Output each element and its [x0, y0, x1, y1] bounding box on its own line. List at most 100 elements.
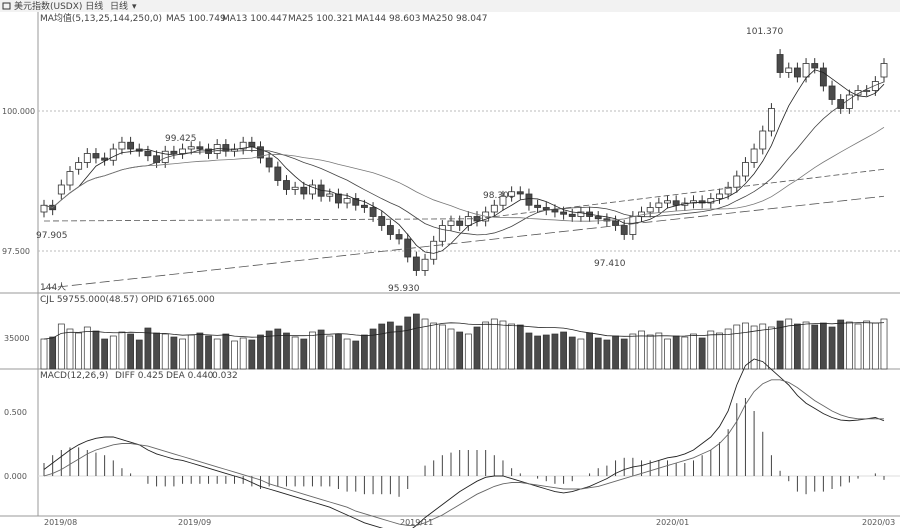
candle [309, 184, 316, 195]
candle [412, 256, 420, 271]
candle [655, 202, 663, 208]
annotation-98-300: 98.300 [483, 191, 515, 201]
candle [447, 220, 455, 226]
chevron-down-icon[interactable]: ▾ [132, 2, 137, 12]
candle [222, 144, 230, 152]
candle [837, 99, 845, 109]
candle [672, 200, 680, 206]
volume-bar [153, 332, 160, 370]
volume-bar [629, 333, 637, 370]
candle [733, 175, 741, 188]
volume-bar [733, 324, 741, 370]
y-tick-0-5: 0.500 [4, 408, 27, 417]
volume-bar [213, 338, 221, 370]
candle [335, 193, 342, 204]
volume-bar [568, 336, 576, 370]
volume-bar [231, 340, 238, 370]
volume-bar [265, 330, 273, 370]
volume-bar [57, 323, 65, 370]
volume-bar [335, 333, 342, 370]
candle [369, 207, 377, 217]
volume-bar [802, 321, 810, 370]
candle [300, 186, 308, 195]
candle [386, 225, 394, 235]
macd-diff: DIFF 0.425 [115, 371, 164, 381]
volume-bar [101, 338, 108, 370]
volume-bar [49, 336, 57, 370]
macd-dea: DEA 0.440 [166, 371, 214, 381]
candle [395, 234, 403, 240]
candle [326, 193, 334, 197]
volume-bar [187, 334, 195, 370]
annotation-high-101-370: 101.370 [746, 27, 783, 37]
period-selector[interactable]: 日线 [110, 0, 128, 12]
volume-bar [222, 333, 230, 370]
candle [568, 213, 576, 217]
candle [499, 195, 507, 206]
candle [819, 67, 827, 87]
ma25-value: MA25 100.321 [288, 14, 353, 24]
volume-bar [300, 338, 308, 370]
volume-bar [620, 338, 628, 370]
candle [352, 198, 360, 206]
candle [664, 200, 671, 204]
candle [57, 184, 65, 195]
candle [646, 207, 654, 213]
volume-bar [707, 330, 715, 370]
volume-bar [135, 339, 143, 370]
candle [629, 216, 637, 235]
candle [750, 148, 758, 163]
candle [811, 63, 819, 69]
x-tick-2020-03: 2020/03 [862, 518, 895, 527]
volume-bar [161, 333, 169, 370]
diff-line [43, 358, 885, 528]
candle [109, 148, 117, 161]
price-legend[interactable]: MA均值(5,13,25,144,250,0) [40, 12, 162, 24]
volume-bar [672, 335, 680, 370]
candle [767, 108, 775, 132]
volume-bar [742, 322, 749, 370]
volume-legend[interactable]: CJL 59755.000(48.57) OPID 67165.000 [40, 295, 215, 305]
candle [880, 63, 888, 78]
volume-bar [144, 327, 152, 370]
volume-bar [239, 337, 247, 370]
volume-bar [473, 326, 481, 370]
ma5-line [43, 69, 885, 254]
window-icon[interactable] [2, 2, 11, 10]
candle [430, 240, 438, 260]
volume-bar [482, 321, 490, 370]
volume-bar [291, 336, 299, 370]
candle [776, 54, 784, 73]
candle [464, 216, 472, 226]
candle [759, 130, 767, 150]
volume-bar [430, 322, 438, 370]
volume-bar [768, 326, 775, 370]
ma13-line [43, 81, 885, 236]
candle [75, 162, 83, 170]
volume-bar [343, 338, 351, 370]
candle [802, 63, 810, 78]
candle [828, 85, 836, 100]
candle [283, 180, 290, 190]
volume-bar [724, 328, 732, 370]
candle [516, 191, 524, 195]
volume-bar [404, 316, 412, 370]
macd-legend[interactable]: MACD(12,26,9) [40, 371, 108, 381]
candle [594, 216, 602, 220]
annotation-high-99-425: 99.425 [165, 134, 197, 144]
volume-bar [698, 337, 706, 370]
candle [793, 67, 801, 78]
candle [456, 220, 464, 226]
y-tick-0: 0.000 [4, 472, 27, 481]
candle [248, 141, 256, 148]
volume-bar [638, 330, 645, 370]
volume-bar [551, 333, 559, 370]
volume-bar [612, 335, 619, 370]
ma250-line [43, 195, 885, 289]
volume-bar [586, 332, 593, 370]
volume-bar [794, 323, 801, 370]
volume-bar [837, 319, 845, 370]
volume-bar [646, 334, 654, 370]
volume-bar [118, 331, 126, 370]
